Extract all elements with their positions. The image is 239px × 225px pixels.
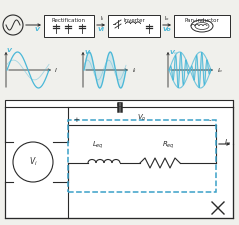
Text: Pan-inductor: Pan-inductor: [185, 18, 219, 23]
Text: V$_o$: V$_o$: [137, 113, 147, 123]
Text: I$_i$: I$_i$: [100, 14, 104, 23]
Text: R$_{eq}$: R$_{eq}$: [162, 139, 174, 151]
Text: V: V: [7, 48, 12, 53]
Bar: [68, 120, 216, 192]
Text: V$_i$: V$_i$: [84, 48, 92, 57]
Text: +: +: [73, 117, 79, 123]
Text: Vo: Vo: [163, 27, 171, 32]
Bar: [5, 100, 233, 218]
Text: V: V: [35, 27, 39, 32]
Text: -: -: [208, 117, 211, 123]
Text: Inverter: Inverter: [123, 18, 145, 23]
Text: Vi: Vi: [98, 27, 104, 32]
Text: I$_o$: I$_o$: [224, 138, 231, 148]
Bar: [174, 15, 230, 37]
Text: C: C: [117, 102, 122, 108]
Text: V$_o$: V$_o$: [169, 48, 178, 57]
Bar: [44, 15, 94, 37]
Text: Rectification: Rectification: [52, 18, 86, 23]
Text: I: I: [55, 68, 57, 74]
Text: I$_o$: I$_o$: [217, 67, 223, 75]
Text: L$_{eq}$: L$_{eq}$: [92, 139, 104, 151]
Text: V$_i$: V$_i$: [29, 156, 37, 168]
Bar: [108, 15, 160, 37]
Text: I$_i$: I$_i$: [132, 67, 137, 75]
Text: I$_o$: I$_o$: [164, 14, 170, 23]
